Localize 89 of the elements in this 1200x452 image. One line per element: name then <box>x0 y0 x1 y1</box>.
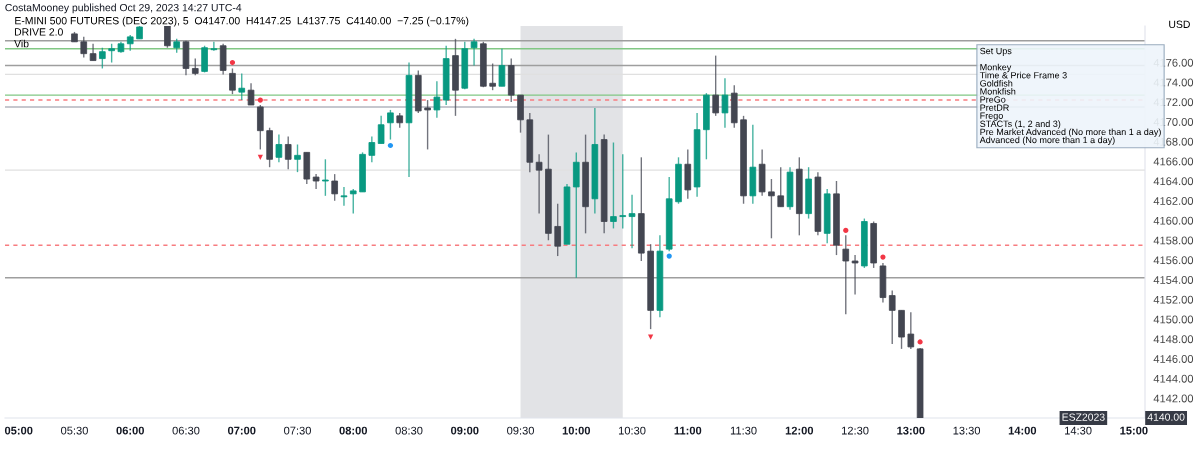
candlestick <box>164 26 171 49</box>
candlestick <box>368 135 376 163</box>
candlestick <box>628 194 636 249</box>
candlestick <box>842 234 850 316</box>
x-tick-label: 12:30 <box>842 426 869 435</box>
candlestick <box>888 289 896 345</box>
point <box>648 334 654 340</box>
y-tick-label: 4152.00 <box>1153 295 1194 304</box>
y-tick-label: 4150.00 <box>1153 315 1194 324</box>
y-tick-label: 4160.00 <box>1153 216 1194 225</box>
candlestick <box>712 54 719 117</box>
x-tick-label: 13:00 <box>897 426 925 435</box>
candlestick <box>284 135 292 170</box>
point <box>880 254 886 260</box>
candlestick <box>721 77 729 129</box>
y-tick-label: 4168.00 <box>1153 137 1194 146</box>
candlestick <box>210 41 218 52</box>
candlestick <box>99 47 106 70</box>
text: 4140.00 <box>1147 413 1185 421</box>
candlestick <box>349 188 357 215</box>
candlestick <box>424 99 431 151</box>
candlestick <box>907 311 915 350</box>
y-tick-label: 4154.00 <box>1153 276 1194 284</box>
y-tick-label: 4164.00 <box>1153 177 1194 186</box>
point <box>843 227 849 233</box>
candlestick <box>610 141 617 230</box>
candlestick <box>387 109 394 141</box>
y-tick-label: 4162.00 <box>1153 197 1194 205</box>
x-tick-label: 07:30 <box>284 426 311 435</box>
point <box>229 59 236 66</box>
candlestick <box>247 82 255 106</box>
candlestick <box>238 72 246 101</box>
x-tick-label: 07:00 <box>227 426 256 435</box>
candlestick <box>275 133 283 163</box>
y-tick-label: 4158.00 <box>1153 236 1194 245</box>
x-tick-label: 10:30 <box>618 426 646 435</box>
point <box>257 97 263 103</box>
y-tick-label: 4148.00 <box>1153 335 1194 344</box>
candlestick <box>768 178 775 239</box>
x-tick-label: 14:30 <box>1065 426 1092 435</box>
candlestick <box>229 67 236 95</box>
x-tick-label: 08:30 <box>395 426 423 435</box>
candlestick <box>777 166 785 208</box>
candlestick <box>498 48 506 87</box>
x-tick-label: 05:30 <box>61 426 88 435</box>
x-tick-label: 08:00 <box>339 426 368 435</box>
candlestick <box>322 158 329 197</box>
y-tick-label: 4144.00 <box>1153 374 1194 383</box>
x-tick-label: 06:30 <box>172 426 200 435</box>
candlestick <box>108 43 115 64</box>
x-tick-label: 14:00 <box>1008 426 1037 435</box>
annotation: DRIVE 2.0 <box>14 28 63 36</box>
candlestick <box>619 153 627 230</box>
x-tick-label: 13:30 <box>953 426 981 435</box>
y-tick-label: 4142.00 <box>1153 394 1194 403</box>
y-tick-label: 4166.00 <box>1153 157 1194 166</box>
candlestick <box>201 45 208 74</box>
candlestick <box>535 153 543 215</box>
annotation: E-MINI 500 FUTURES (DEC 2023), 5 O4147.00 H4147.25 L4137.75 C4140.00 −7.25 (−0.17%) <box>15 16 469 27</box>
x-tick-label: 10:00 <box>562 426 591 435</box>
candlestick <box>433 80 441 119</box>
y-tick-label: 4156.00 <box>1153 256 1194 265</box>
candlestick <box>851 254 859 296</box>
x-tick-label: 06:00 <box>116 426 144 435</box>
candlestick <box>80 36 88 59</box>
point <box>257 154 263 160</box>
candlestick <box>489 62 496 91</box>
x-tick-label: 12:00 <box>785 426 814 435</box>
candlestick <box>340 186 348 207</box>
x-tick-label: 09:30 <box>507 426 534 435</box>
x-tick-label: 11:00 <box>674 426 702 435</box>
y-tick-label: 4146.00 <box>1153 355 1194 363</box>
x-tick-label: 11:30 <box>730 426 757 435</box>
text: USD <box>1169 20 1190 28</box>
x-tick-label: 15:00 <box>1120 426 1148 435</box>
candlestick <box>377 115 385 145</box>
chart-title: CostaMooney published Oct 29, 2023 14:27 UTC-4 <box>5 3 242 14</box>
x-tick-label: 09:00 <box>451 426 479 435</box>
candlestick <box>331 173 338 202</box>
x-tick-label: 05:00 <box>4 426 33 435</box>
candlestick <box>554 203 561 257</box>
point <box>917 339 923 345</box>
candlestick <box>294 143 301 173</box>
point <box>666 253 672 259</box>
candlestick <box>257 104 264 151</box>
annotation: ESZ2023 <box>1062 413 1105 421</box>
point <box>387 142 394 149</box>
annotation: Vib <box>14 39 29 48</box>
candlestick <box>470 38 478 67</box>
